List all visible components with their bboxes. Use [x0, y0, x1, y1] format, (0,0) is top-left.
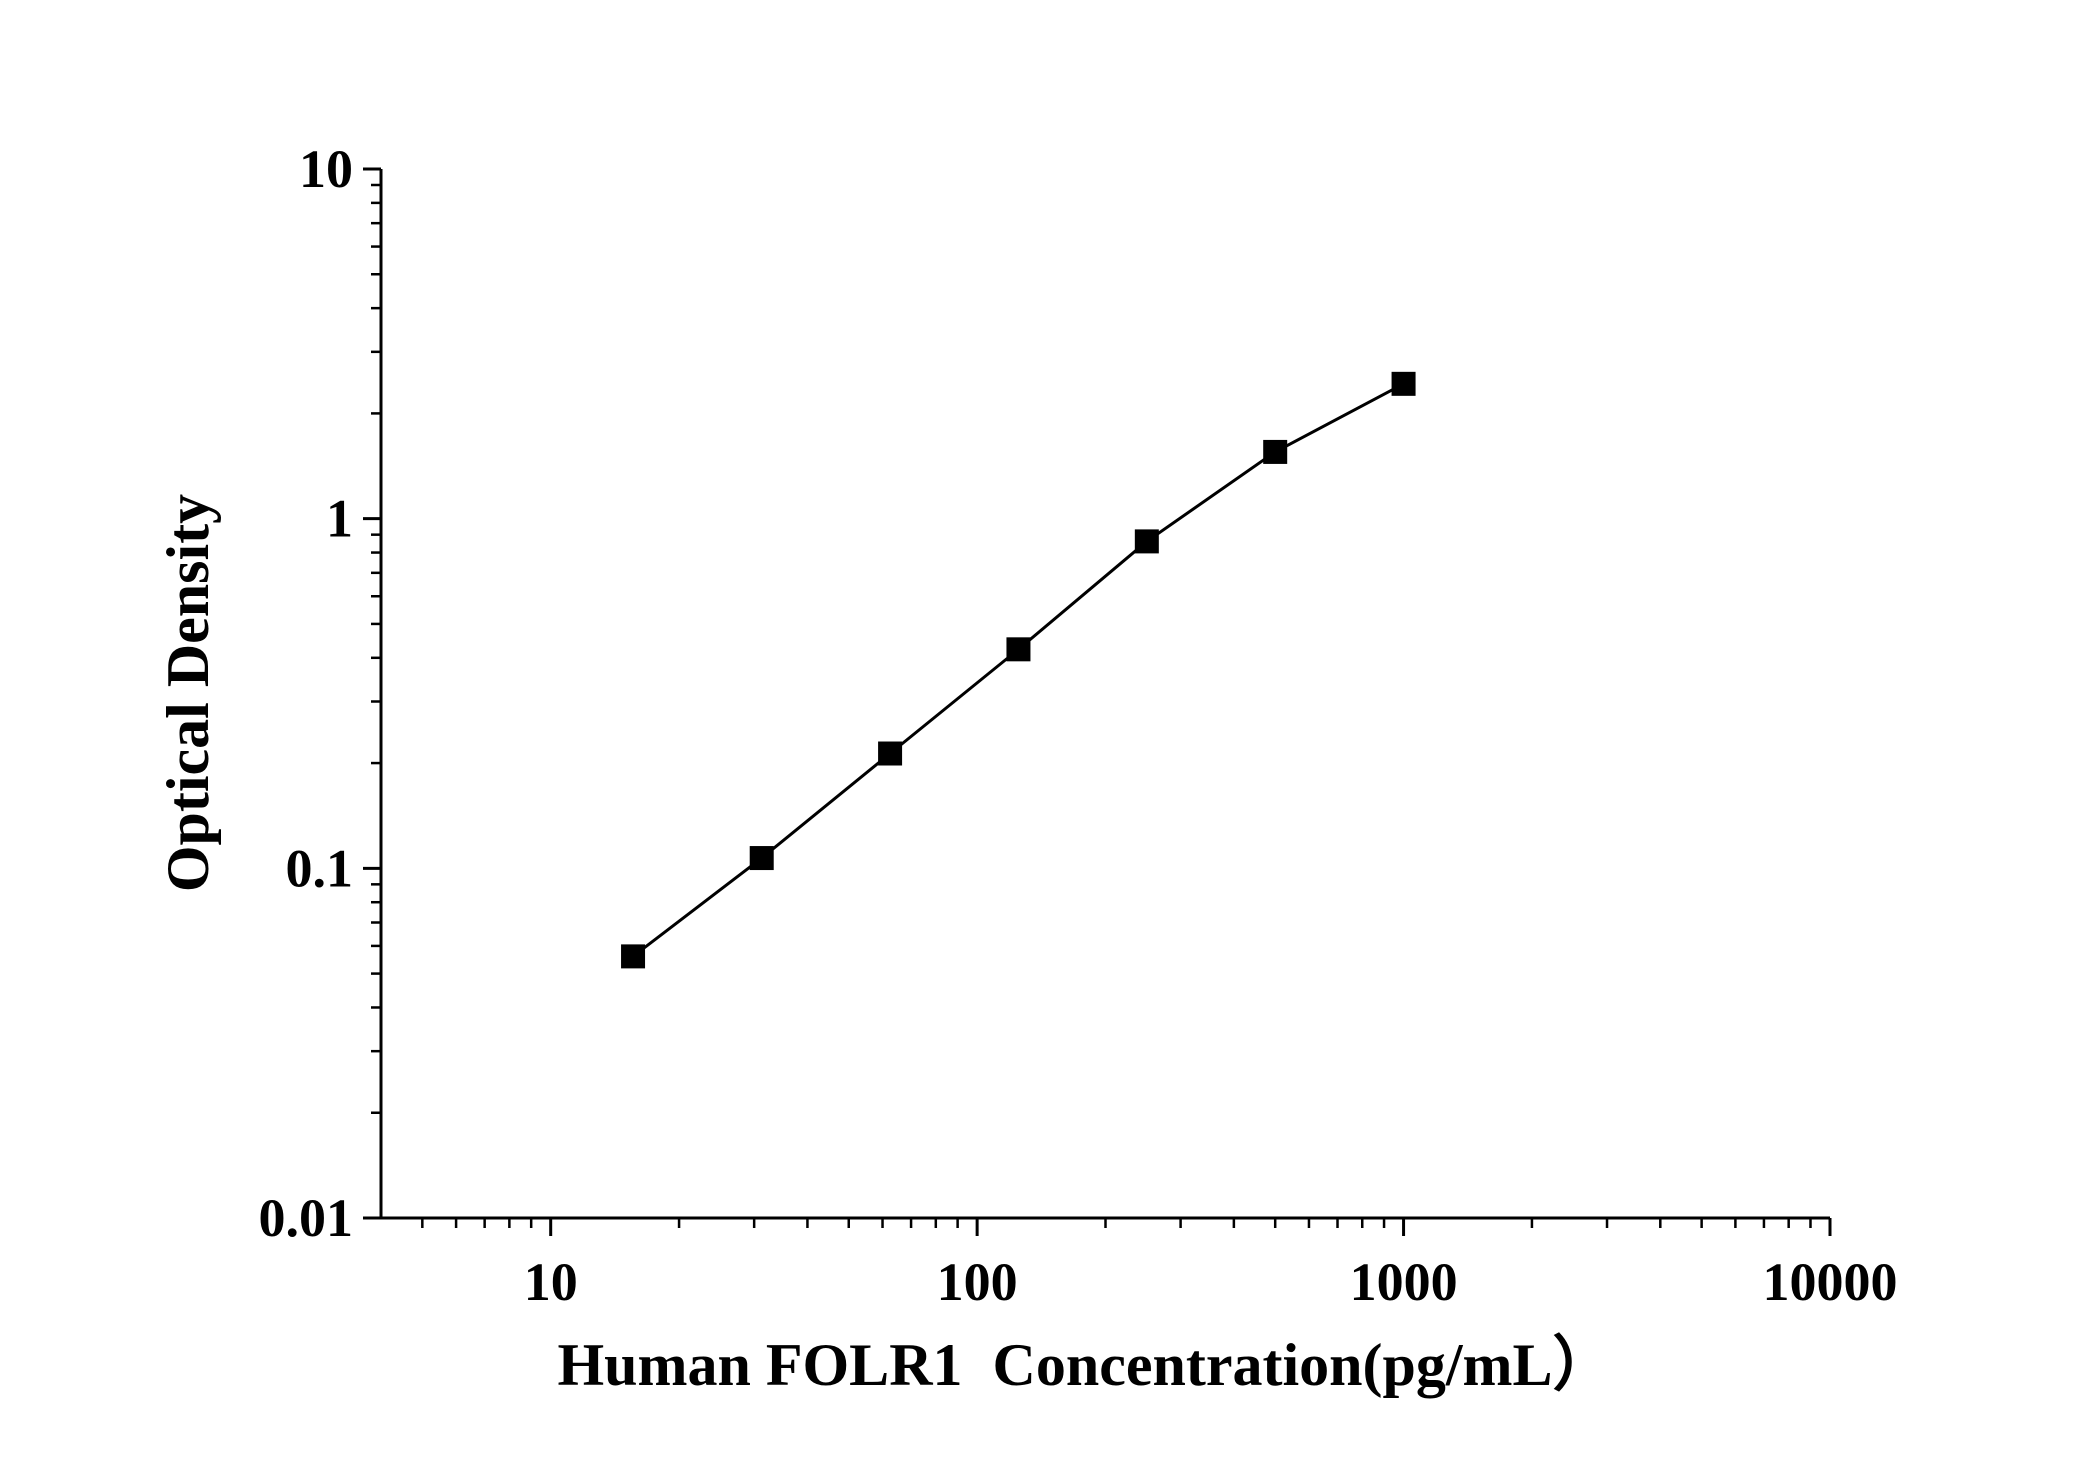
x-tick-label: 100	[937, 1252, 1018, 1312]
marker	[1006, 637, 1031, 662]
marker	[621, 944, 646, 969]
y-tick-label: 0.1	[286, 838, 354, 898]
marker	[1134, 529, 1159, 554]
marker	[749, 846, 774, 871]
x-tick-label: 1000	[1350, 1252, 1458, 1312]
marker	[1391, 371, 1416, 396]
y-axis-title: Optical Density	[155, 494, 221, 892]
marker	[878, 741, 903, 766]
x-tick-label: 10000	[1763, 1252, 1898, 1312]
x-axis-title: Human FOLR1 Concentration(pg/mL）	[557, 1331, 1612, 1398]
y-tick-label: 1	[326, 489, 353, 549]
y-tick-label: 0.01	[259, 1188, 354, 1248]
marker	[1263, 439, 1288, 464]
x-tick-label: 10	[524, 1252, 578, 1312]
y-tick-label: 10	[299, 139, 353, 199]
